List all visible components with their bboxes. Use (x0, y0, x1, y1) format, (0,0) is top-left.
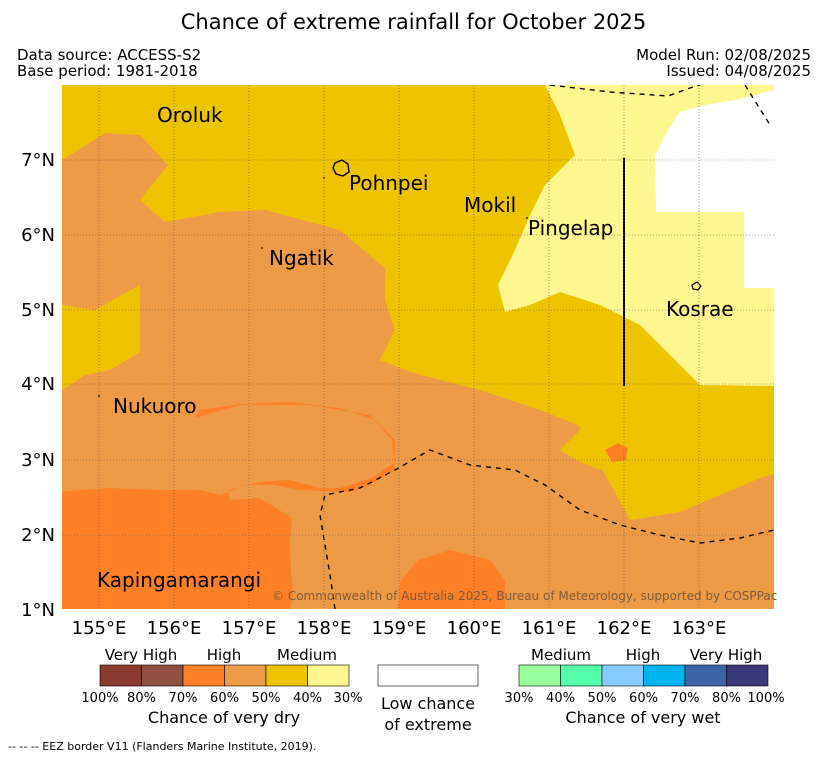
legend-dry-tick: 80% (127, 691, 156, 706)
legend-wet-tick: 40% (546, 691, 575, 706)
legend-wet-tick: 100% (747, 691, 784, 706)
lon-tick-label: 163°E (672, 618, 727, 639)
lon-tick-label: 161°E (522, 618, 577, 639)
legend-swatch-wet-60-70 (643, 664, 686, 687)
legend-wet-tick: 70% (671, 691, 700, 706)
lat-axis: 7°N 6°N 5°N 4°N 3°N 2°N 1°N (21, 150, 55, 621)
place-label-nukuoro: Nukuoro (113, 394, 197, 418)
legend-swatch-wet-70-80 (684, 664, 727, 687)
place-label-oroluk: Oroluk (157, 103, 223, 127)
legend-low-caption-line1: Low chance (381, 694, 475, 713)
place-label-ngatik: Ngatik (269, 246, 334, 270)
legend-wet-tick: 30% (505, 691, 534, 706)
legend-dry-caption: Chance of very dry (148, 708, 300, 727)
pohnpei-island (332, 159, 350, 177)
base-period-label: Base period: 1981-2018 (17, 62, 198, 80)
legend-swatch-dry-60-70 (182, 664, 225, 687)
legend-wet-category: High (626, 646, 660, 664)
legend-wet-category: Medium (531, 646, 591, 664)
lon-tick-label: 155°E (72, 618, 127, 639)
legend-wet: Medium High Very High 30% 40% 50% 60% 70… (505, 646, 785, 727)
region-dry-40-50-bump (560, 415, 610, 470)
model-run-label: Model Run: 02/08/2025 (636, 46, 811, 64)
legend-wet-tick: 80% (712, 691, 741, 706)
page-title: Chance of extreme rainfall for October 2… (180, 10, 647, 34)
lon-tick-label: 160°E (447, 618, 502, 639)
kosrae-island (691, 281, 702, 291)
eez-footnote: -- -- -- EEZ border V11 (Flanders Marine… (8, 740, 316, 753)
legend-wet-category: Very High (690, 646, 763, 664)
legend-dry-category: High (207, 646, 241, 664)
region-dry-60-70-a (62, 402, 395, 609)
gridlines (62, 85, 774, 609)
eez-border-top (549, 85, 701, 97)
lon-axis: 155°E 156°E 157°E 158°E 159°E 160°E 161°… (72, 618, 727, 639)
legend-dry-tick: 60% (210, 691, 239, 706)
legend-swatch-wet-30-40 (518, 664, 561, 687)
lat-tick-label: 5°N (21, 300, 55, 321)
legend-dry-tick: 100% (81, 691, 118, 706)
lon-tick-label: 156°E (147, 618, 202, 639)
lat-tick-label: 4°N (21, 374, 55, 395)
legend-swatch-wet-50-60 (601, 664, 644, 687)
lat-tick-label: 7°N (21, 150, 55, 171)
legend-wet-tick: 60% (629, 691, 658, 706)
legend-low-caption-line2: of extreme (384, 715, 471, 734)
legend-swatch-dry-30-40 (307, 664, 350, 687)
legend-dry: Very High High Medium 100% 80% 70% 60% 5… (81, 646, 362, 727)
eez-border-top-right (744, 85, 771, 126)
issued-label: Issued: 04/08/2025 (666, 62, 811, 80)
region-dry-60-70-b (398, 550, 505, 609)
legend-swatch-wet-80-100 (726, 664, 769, 687)
place-label-mokil: Mokil (464, 193, 516, 217)
legend-swatch-wet-40-50 (560, 664, 603, 687)
legend-swatch-dry-80-100 (99, 664, 142, 687)
lat-tick-label: 3°N (21, 450, 55, 471)
legend-swatch-low-chance (377, 664, 479, 687)
lat-tick-label: 1°N (21, 600, 55, 621)
region-low-chance (655, 90, 774, 288)
legend-dry-category: Medium (277, 646, 337, 664)
eez-border-south (319, 449, 774, 609)
copyright-text: © Commonwealth of Australia 2025, Bureau… (272, 589, 777, 603)
lat-tick-label: 2°N (21, 525, 55, 546)
region-dry-40-50-pocket (212, 85, 458, 175)
legend-dry-tick: 30% (334, 691, 363, 706)
region-dry-60-70-c (605, 443, 628, 462)
place-label-kapingamarangi: Kapingamarangi (97, 568, 261, 592)
place-label-kosrae: Kosrae (666, 297, 734, 321)
legend-wet-caption: Chance of very wet (565, 708, 720, 727)
place-label-pingelap: Pingelap (528, 216, 613, 240)
region-dry-50-60 (62, 133, 774, 609)
data-source-label: Data source: ACCESS-S2 (17, 46, 202, 64)
place-labels: Oroluk Pohnpei Mokil Pingelap Ngatik Kos… (97, 103, 734, 592)
lat-tick-label: 6°N (21, 225, 55, 246)
legend-swatch-dry-40-50 (265, 664, 308, 687)
legend-dry-category: Very High (105, 646, 178, 664)
lon-tick-label: 158°E (297, 618, 352, 639)
place-label-pohnpei: Pohnpei (349, 171, 429, 195)
region-dry-30-40 (212, 85, 774, 386)
legend-swatch-dry-50-60 (224, 664, 267, 687)
legend-dry-tick: 50% (252, 691, 281, 706)
legend-low: Low chance of extreme (377, 664, 479, 734)
map-area (62, 85, 774, 609)
lon-tick-label: 157°E (222, 618, 277, 639)
legend-dry-tick: 70% (169, 691, 198, 706)
legend-wet-tick: 50% (588, 691, 617, 706)
legend-dry-tick: 40% (293, 691, 322, 706)
legend-swatch-dry-70-80 (141, 664, 184, 687)
lon-tick-label: 159°E (372, 618, 427, 639)
lon-tick-label: 162°E (597, 618, 652, 639)
